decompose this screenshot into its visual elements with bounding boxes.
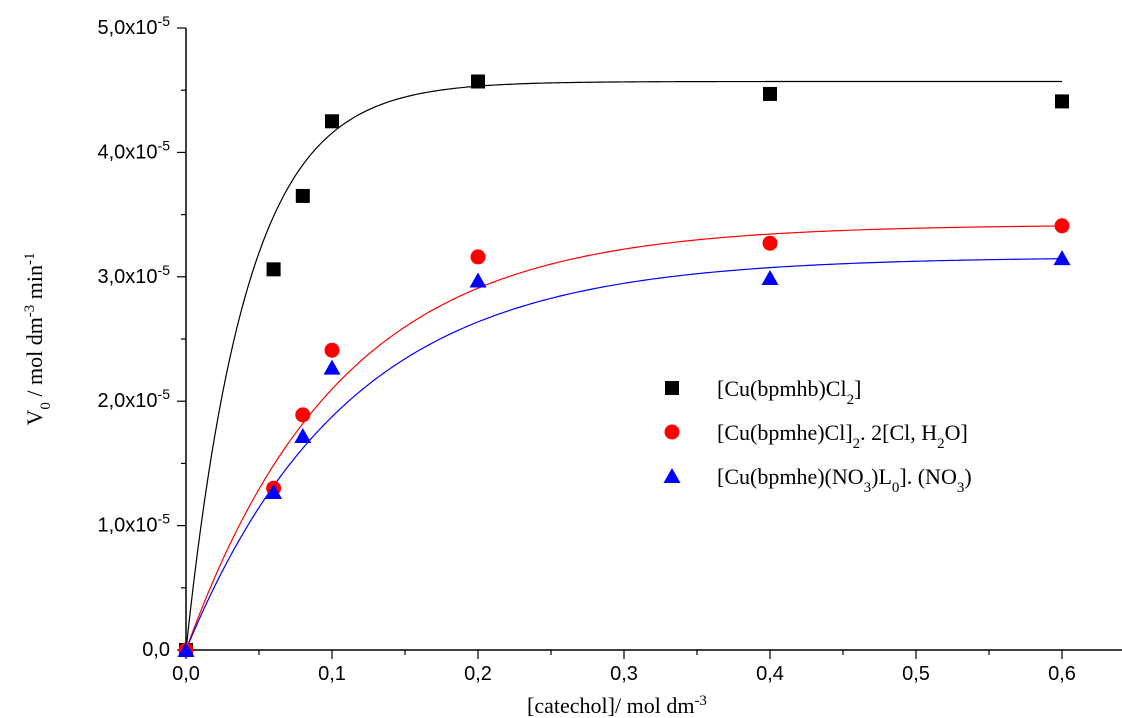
data-point-series-2 bbox=[470, 249, 486, 265]
legend-marker-3 bbox=[663, 468, 681, 483]
legend: [Cu(bpmhb)Cl2] [Cu(bpmhe)Cl]2. 2[Cl, H2O]… bbox=[663, 376, 972, 496]
data-point-series-1 bbox=[763, 86, 777, 101]
x-tick-label: 0,2 bbox=[464, 663, 492, 685]
y-tick-label: 0,0 bbox=[142, 639, 170, 661]
data-point-series-3 bbox=[294, 428, 312, 444]
x-axis-title: [catechol]/ mol dm-3 bbox=[527, 693, 707, 718]
data-point-series-3 bbox=[1053, 250, 1071, 266]
data-point-series-2 bbox=[1054, 218, 1070, 234]
fit-curves bbox=[185, 80, 1063, 651]
legend-marker-1 bbox=[665, 381, 679, 395]
data-point-series-2 bbox=[324, 342, 340, 358]
legend-marker-2 bbox=[664, 424, 680, 440]
y-tick-label: 1,0x10-5 bbox=[97, 511, 170, 537]
data-point-series-3 bbox=[177, 642, 195, 657]
data-point-series-2 bbox=[295, 407, 311, 423]
x-tick-label: 0,5 bbox=[902, 663, 930, 685]
data-point-series-2 bbox=[762, 235, 778, 251]
data-point-series-1 bbox=[266, 262, 281, 277]
x-tick-label: 0,6 bbox=[1048, 663, 1076, 685]
y-tick-label: 5,0x10-5 bbox=[97, 13, 170, 39]
data-point-series-3 bbox=[323, 359, 341, 375]
data-points bbox=[177, 74, 1071, 658]
x-tick-label: 0,0 bbox=[172, 663, 200, 685]
data-point-series-3 bbox=[265, 484, 283, 500]
y-tick-label: 3,0x10-5 bbox=[97, 262, 170, 288]
legend-label-2: [Cu(bpmhe)Cl]2. 2[Cl, H2O] bbox=[717, 420, 968, 452]
data-point-series-3 bbox=[761, 270, 779, 286]
data-point-series-1 bbox=[471, 74, 485, 89]
legend-label-1: [Cu(bpmhb)Cl2] bbox=[717, 376, 861, 408]
axes: 0,0 0,1 0,2 0,3 0,4 0,5 0,6 0,0 1,0x10-5 2,0x10-5… bbox=[22, 13, 1122, 718]
fit-curve-1 bbox=[185, 80, 1062, 651]
y-tick-label: 2,0x10-5 bbox=[97, 386, 170, 412]
data-point-series-3 bbox=[469, 272, 487, 288]
data-point-series-1 bbox=[295, 188, 310, 203]
x-tick-label: 0,1 bbox=[318, 663, 346, 685]
data-point-series-1 bbox=[1055, 94, 1069, 109]
x-tick-label: 0,4 bbox=[756, 663, 784, 685]
y-tick-label: 4,0x10-5 bbox=[97, 137, 170, 163]
fit-curve-3 bbox=[185, 258, 1063, 651]
x-tick-label: 0,3 bbox=[610, 663, 638, 685]
legend-label-3: [Cu(bpmhe)(NO3)L0]. (NO3) bbox=[717, 464, 972, 496]
y-axis-title: V0 / mol dm-3 min-1 bbox=[22, 252, 54, 425]
data-point-series-1 bbox=[325, 114, 339, 129]
fit-curve-2 bbox=[185, 225, 1063, 651]
